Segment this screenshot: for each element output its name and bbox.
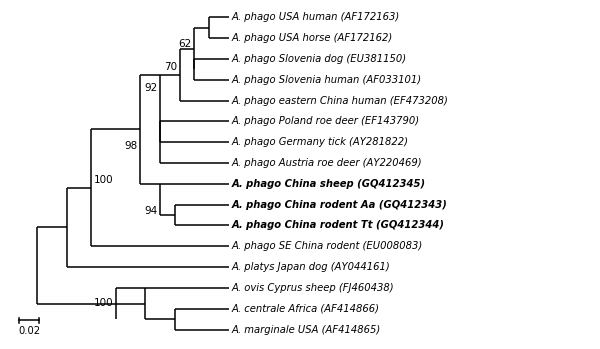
- Text: A. phago China rodent Aa (GQ412343): A. phago China rodent Aa (GQ412343): [232, 200, 448, 210]
- Text: 62: 62: [179, 39, 192, 50]
- Text: 0.02: 0.02: [18, 326, 40, 336]
- Text: A. ovis Cyprus sheep (FJ460438): A. ovis Cyprus sheep (FJ460438): [232, 283, 394, 293]
- Text: 92: 92: [144, 83, 158, 93]
- Text: A. phago USA human (AF172163): A. phago USA human (AF172163): [232, 12, 400, 22]
- Text: A. phago SE China rodent (EU008083): A. phago SE China rodent (EU008083): [232, 241, 423, 251]
- Text: 98: 98: [125, 141, 138, 151]
- Text: A. phago Austria roe deer (AY220469): A. phago Austria roe deer (AY220469): [232, 158, 422, 168]
- Text: 70: 70: [164, 62, 177, 72]
- Text: A. platys Japan dog (AY044161): A. platys Japan dog (AY044161): [232, 262, 391, 272]
- Text: A. phago Slovenia human (AF033101): A. phago Slovenia human (AF033101): [232, 75, 422, 85]
- Text: A. phago Slovenia dog (EU381150): A. phago Slovenia dog (EU381150): [232, 54, 407, 64]
- Text: 100: 100: [94, 297, 113, 307]
- Text: A. phago China sheep (GQ412345): A. phago China sheep (GQ412345): [232, 179, 426, 189]
- Text: A. phago Poland roe deer (EF143790): A. phago Poland roe deer (EF143790): [232, 117, 420, 126]
- Text: A. marginale USA (AF414865): A. marginale USA (AF414865): [232, 325, 381, 335]
- Text: A. phago Germany tick (AY281822): A. phago Germany tick (AY281822): [232, 137, 409, 147]
- Text: A. phago eastern China human (EF473208): A. phago eastern China human (EF473208): [232, 96, 449, 106]
- Text: A. phago China rodent Tt (GQ412344): A. phago China rodent Tt (GQ412344): [232, 221, 445, 230]
- Text: A. centrale Africa (AF414866): A. centrale Africa (AF414866): [232, 304, 380, 314]
- Text: 94: 94: [144, 206, 158, 216]
- Text: A. phago USA horse (AF172162): A. phago USA horse (AF172162): [232, 33, 393, 43]
- Text: 100: 100: [94, 175, 113, 185]
